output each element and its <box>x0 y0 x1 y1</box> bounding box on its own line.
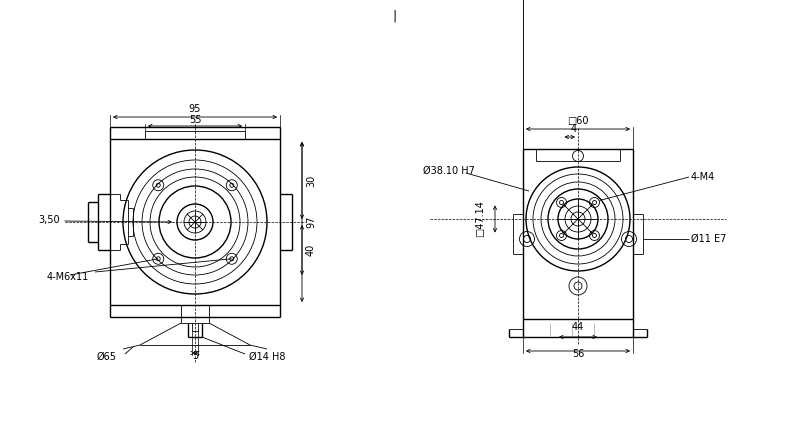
Text: Ø14 H8: Ø14 H8 <box>249 352 285 362</box>
Text: 44: 44 <box>572 322 584 332</box>
Text: 95: 95 <box>189 104 201 114</box>
Text: 56: 56 <box>572 349 584 359</box>
Text: 5: 5 <box>192 351 198 361</box>
Text: |: | <box>393 9 397 22</box>
Text: Ø65: Ø65 <box>97 352 117 362</box>
Text: 4-M4: 4-M4 <box>691 172 715 182</box>
Text: □60: □60 <box>567 116 589 126</box>
Text: 4-M6x11: 4-M6x11 <box>47 272 89 282</box>
Text: Ø11 E7: Ø11 E7 <box>691 234 726 244</box>
Text: 40: 40 <box>306 244 316 256</box>
Text: Ø38.10 H7: Ø38.10 H7 <box>423 166 475 176</box>
Text: 4: 4 <box>570 124 577 134</box>
Text: 30: 30 <box>306 174 316 186</box>
Text: 3,50: 3,50 <box>39 215 60 225</box>
Text: 97: 97 <box>306 216 316 228</box>
Text: 55: 55 <box>189 115 201 125</box>
Text: □47.14: □47.14 <box>475 201 485 238</box>
